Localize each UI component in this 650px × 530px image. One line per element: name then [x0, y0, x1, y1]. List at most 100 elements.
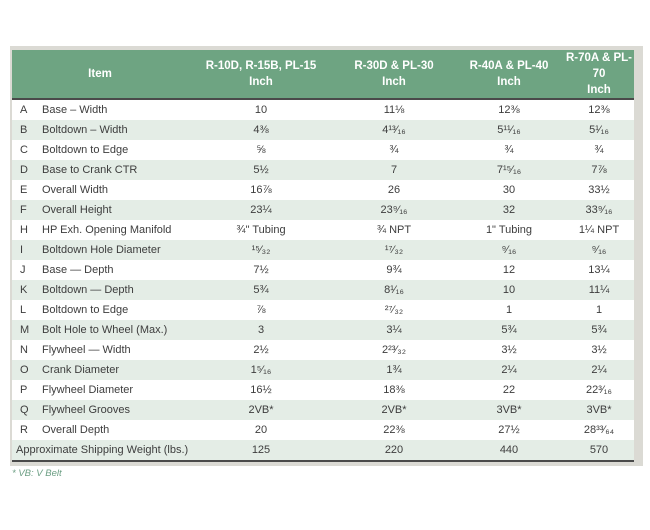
row-value-col4: 3VB*: [564, 400, 634, 420]
table-body: A Base – Width 10 11⅛ 12⅜ 12⅜ B Boltdown – Widt…: [12, 99, 634, 440]
row-letter: J: [20, 264, 26, 276]
row-value-col2: 2²³⁄₃₂: [381, 344, 407, 356]
spec-table: Item R-10D, R-15B, PL-15 Inch R-30D & PL-3…: [10, 46, 643, 466]
row-letter: L: [20, 304, 27, 316]
row-item-label: Base to Crank CTR: [38, 160, 188, 180]
row-letter: Q: [12, 400, 38, 420]
row-value-col4: 1¼ NPT: [578, 224, 620, 236]
row-value-col1: ⅝: [256, 144, 266, 156]
row-value-col1: ¹⁵⁄₃₂: [188, 240, 334, 260]
row-item-label: Boltdown — Depth: [38, 280, 188, 300]
table-row: C Boltdown to Edge ⅝ ¾ ¾ ¾: [12, 140, 634, 160]
row-item-label: Base — Depth: [42, 264, 114, 276]
dimensions-table: Item R-10D, R-15B, PL-15 Inch R-30D & PL-3…: [12, 50, 634, 462]
column-header-line1: R-30D & PL-30: [354, 60, 434, 72]
row-value-col4: 7⅞: [564, 160, 634, 180]
row-letter: O: [12, 360, 38, 380]
row-item-label: Boltdown to Edge: [42, 144, 129, 156]
shipping-weight-value-col3: 440: [454, 440, 564, 461]
table-row: A Base – Width 10 11⅛ 12⅜ 12⅜: [12, 99, 634, 120]
row-item-label: Crank Diameter: [38, 360, 188, 380]
row-item-label: Overall Width: [42, 184, 109, 196]
column-header-line2: Inch: [382, 76, 406, 88]
column-header-line1: R-70A & PL-70: [565, 52, 633, 80]
column-header-model-1: R-10D, R-15B, PL-15 Inch: [188, 50, 334, 99]
table-row: F Overall Height 23¼ 23⁹⁄₁₆ 32 33⁹⁄₁₆: [12, 200, 634, 220]
row-value-col2: 2VB*: [334, 400, 454, 420]
row-item-label: Flywheel Grooves: [38, 400, 188, 420]
row-item-label: Bolt Hole to Wheel (Max.): [38, 320, 188, 340]
row-letter: F: [12, 200, 38, 220]
row-value-col4: 28³³⁄₆₄: [583, 424, 615, 436]
row-value-col3: 2¼: [454, 360, 564, 380]
row-value-col4: 5¹⁄₁₆: [564, 120, 634, 140]
row-value-col2: 23⁹⁄₁₆: [334, 200, 454, 220]
row-value-col3: 1: [505, 304, 513, 316]
row-value-col1: ¾" Tubing: [236, 224, 286, 236]
row-value-col3: 12: [502, 264, 516, 276]
row-item-label: Boltdown – Width: [38, 120, 188, 140]
row-value-col2: 7: [334, 160, 454, 180]
row-value-col4: 3½: [591, 344, 607, 356]
row-value-col1: 16½: [250, 384, 272, 396]
row-item-label: Overall Height: [38, 200, 188, 220]
row-value-col1: 7½: [253, 264, 269, 276]
row-value-col3: 3VB*: [454, 400, 564, 420]
row-letter: A: [20, 104, 28, 116]
row-value-col2: 4¹³⁄₁₆: [334, 120, 454, 140]
row-item-label: Boltdown to Edge: [42, 304, 129, 316]
row-item-label: Base – Width: [42, 104, 108, 116]
shipping-weight-row: Approximate Shipping Weight (lbs.) 125 22…: [12, 440, 634, 461]
row-letter: B: [12, 120, 38, 140]
row-value-col3: 1" Tubing: [485, 224, 533, 236]
row-value-col4: ⁹⁄₁₆: [564, 240, 634, 260]
row-value-col2: 22⅜: [383, 424, 405, 436]
column-header-line2: Inch: [497, 76, 521, 88]
row-item-label: Overall Depth: [42, 424, 110, 436]
row-value-col1: 10: [254, 104, 268, 116]
row-value-col3: 5¹¹⁄₁₆: [454, 120, 564, 140]
table-header: Item R-10D, R-15B, PL-15 Inch R-30D & PL-3…: [12, 50, 634, 99]
row-value-col3: ⁹⁄₁₆: [454, 240, 564, 260]
column-header-line1: R-40A & PL-40: [469, 60, 549, 72]
column-header-line2: Inch: [587, 84, 611, 96]
table-row: R Overall Depth 20 22⅜ 27½ 28³³⁄₆₄: [12, 420, 634, 440]
table-row: K Boltdown — Depth 5¾ 8¹⁄₁₆ 10 11¼: [12, 280, 634, 300]
column-header-model-4: R-70A & PL-70 Inch: [564, 50, 634, 99]
row-item-label: Flywheel — Width: [42, 344, 131, 356]
row-value-col2: ¾: [389, 144, 399, 156]
row-letter: D: [12, 160, 38, 180]
row-value-col1: 5½: [188, 160, 334, 180]
row-letter: P: [20, 384, 28, 396]
shipping-weight-value-col2: 220: [334, 440, 454, 461]
row-value-col2: 3¼: [334, 320, 454, 340]
row-value-col4: 11¼: [564, 280, 634, 300]
row-value-col3: 22: [502, 384, 516, 396]
row-value-col4: 22³⁄₁₆: [586, 384, 612, 396]
row-value-col3: 32: [454, 200, 564, 220]
column-header-line1: R-10D, R-15B, PL-15: [205, 60, 317, 72]
table-row: I Boltdown Hole Diameter ¹⁵⁄₃₂ ¹⁷⁄₃₂ ⁹⁄₁₆ ⁹⁄₁…: [12, 240, 634, 260]
row-value-col1: 2½: [253, 344, 269, 356]
row-value-col2: ¾ NPT: [376, 224, 412, 236]
row-value-col4: 5¾: [564, 320, 634, 340]
row-value-col4: 33⁹⁄₁₆: [564, 200, 634, 220]
row-value-col2: 9¾: [386, 264, 402, 276]
footnote: * VB: V Belt: [12, 468, 62, 479]
row-value-col4: 1: [595, 304, 603, 316]
row-letter: N: [20, 344, 28, 356]
shipping-weight-value-col4: 570: [564, 440, 634, 461]
table-row: O Crank Diameter 1⁵⁄₁₆ 1¾ 2¼ 2¼: [12, 360, 634, 380]
table-row: M Bolt Hole to Wheel (Max.) 3 3¼ 5¾ 5¾: [12, 320, 634, 340]
column-header-model-2: R-30D & PL-30 Inch: [334, 50, 454, 99]
row-letter: K: [12, 280, 38, 300]
row-value-col4: ¾: [594, 144, 604, 156]
row-value-col2: 18⅜: [383, 384, 405, 396]
row-value-col4: 33½: [588, 184, 610, 196]
row-value-col1: 23¼: [188, 200, 334, 220]
row-letter: R: [20, 424, 28, 436]
table-row: B Boltdown – Width 4⅜ 4¹³⁄₁₆ 5¹¹⁄₁₆ 5¹⁄₁₆: [12, 120, 634, 140]
row-value-col3: 7¹⁵⁄₁₆: [454, 160, 564, 180]
table-row: D Base to Crank CTR 5½ 7 7¹⁵⁄₁₆ 7⅞: [12, 160, 634, 180]
